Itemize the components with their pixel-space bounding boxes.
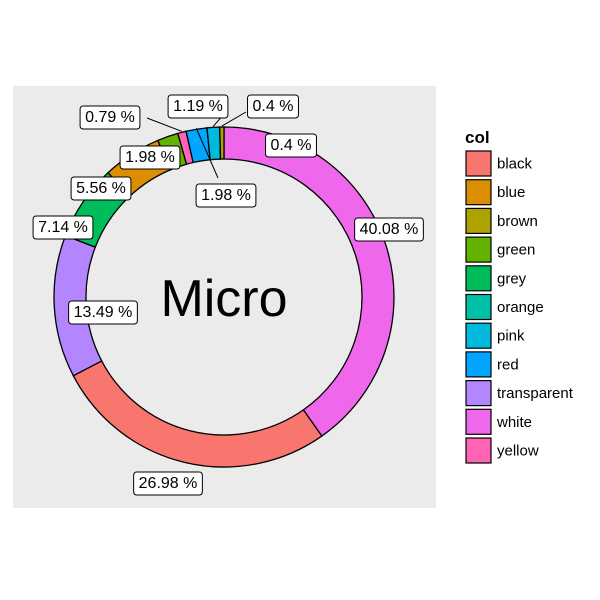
legend-label-yellow: yellow xyxy=(497,443,539,460)
legend-key-brown xyxy=(465,207,492,234)
data-label-blue-box xyxy=(70,176,132,201)
data-label-green: 1.98 % xyxy=(119,145,181,170)
data-label-black-text: 26.98 % xyxy=(139,475,198,492)
legend-item-blue: blue xyxy=(465,179,525,206)
data-label-pink-text: 1.19 % xyxy=(173,98,223,115)
data-label-yellow-text: 0.79 % xyxy=(85,109,135,126)
data-label-brown-box xyxy=(247,94,299,119)
legend-key-red xyxy=(465,351,492,378)
data-label-transparent-text: 13.49 % xyxy=(74,304,133,321)
leader-line-red xyxy=(195,128,219,179)
legend-key-transparent xyxy=(465,380,492,407)
legend-item-white: white xyxy=(465,408,532,435)
data-label-blue: 5.56 % xyxy=(70,176,132,201)
legend-item-brown: brown xyxy=(465,207,538,234)
data-label-red-box xyxy=(195,183,257,208)
legend-label-grey: grey xyxy=(497,270,527,287)
data-label-black: 26.98 % xyxy=(133,471,203,496)
data-label-brown-inner: 0.4 % xyxy=(265,133,317,158)
legend-label-red: red xyxy=(497,356,519,373)
data-label-red-text: 1.98 % xyxy=(201,187,251,204)
data-label-brown-inner-box xyxy=(265,133,317,158)
data-label-brown-inner-text: 0.4 % xyxy=(271,137,312,154)
legend-item-orange: orange xyxy=(465,293,544,321)
data-label-yellow: 0.79 % xyxy=(79,105,141,130)
data-labels-group: 40.08 % 26.98 % 13.49 % 7.14 % 5.56 % 1.98 % 0… xyxy=(32,94,424,496)
legend-title: col xyxy=(465,128,490,147)
data-label-black-box xyxy=(133,471,203,496)
legend: col black blue brown green grey orange pink red… xyxy=(465,128,574,464)
legend-item-red: red xyxy=(465,351,519,378)
legend-item-green: green xyxy=(465,236,535,263)
data-label-transparent-box xyxy=(68,300,138,325)
legend-key-white xyxy=(465,408,492,435)
data-label-brown-text: 0.4 % xyxy=(253,98,294,115)
data-label-grey: 7.14 % xyxy=(32,215,94,240)
data-label-grey-text: 7.14 % xyxy=(38,219,88,236)
data-label-white-text: 40.08 % xyxy=(360,221,419,238)
legend-label-orange: orange xyxy=(497,299,544,316)
data-label-pink-box xyxy=(167,94,229,119)
data-label-transparent: 13.49 % xyxy=(68,300,138,325)
legend-item-grey: grey xyxy=(465,265,527,292)
data-label-green-text: 1.98 % xyxy=(125,149,175,166)
legend-key-green xyxy=(465,236,492,263)
data-label-green-box xyxy=(119,145,181,170)
data-label-white-box xyxy=(354,217,424,242)
center-label: Micro xyxy=(160,270,287,328)
data-label-blue-text: 5.56 % xyxy=(76,180,126,197)
data-label-white: 40.08 % xyxy=(354,217,424,242)
legend-key-black xyxy=(465,150,492,177)
legend-key-orange xyxy=(465,293,492,321)
legend-item-black: black xyxy=(465,150,533,177)
legend-key-blue xyxy=(465,179,492,206)
legend-item-yellow: yellow xyxy=(465,437,539,464)
legend-key-pink xyxy=(465,322,492,349)
data-label-red: 1.98 % xyxy=(195,183,257,208)
data-label-grey-box xyxy=(32,215,94,240)
leader-line-brown xyxy=(221,111,247,127)
legend-label-black: black xyxy=(497,156,533,173)
legend-label-white: white xyxy=(496,414,532,431)
legend-item-pink: pink xyxy=(465,322,525,349)
legend-item-transparent: transparent xyxy=(465,380,574,407)
data-label-pink: 1.19 % xyxy=(167,94,229,119)
legend-label-green: green xyxy=(497,242,535,259)
leader-line-yellow xyxy=(146,117,182,132)
legend-key-grey xyxy=(465,265,492,292)
slice-brown xyxy=(219,126,225,160)
legend-key-yellow xyxy=(465,437,492,464)
legend-label-blue: blue xyxy=(497,184,525,201)
data-label-yellow-box xyxy=(79,105,141,130)
legend-label-brown: brown xyxy=(497,213,538,230)
legend-label-transparent: transparent xyxy=(497,385,574,402)
data-label-brown: 0.4 % xyxy=(247,94,299,119)
legend-label-pink: pink xyxy=(497,328,525,345)
